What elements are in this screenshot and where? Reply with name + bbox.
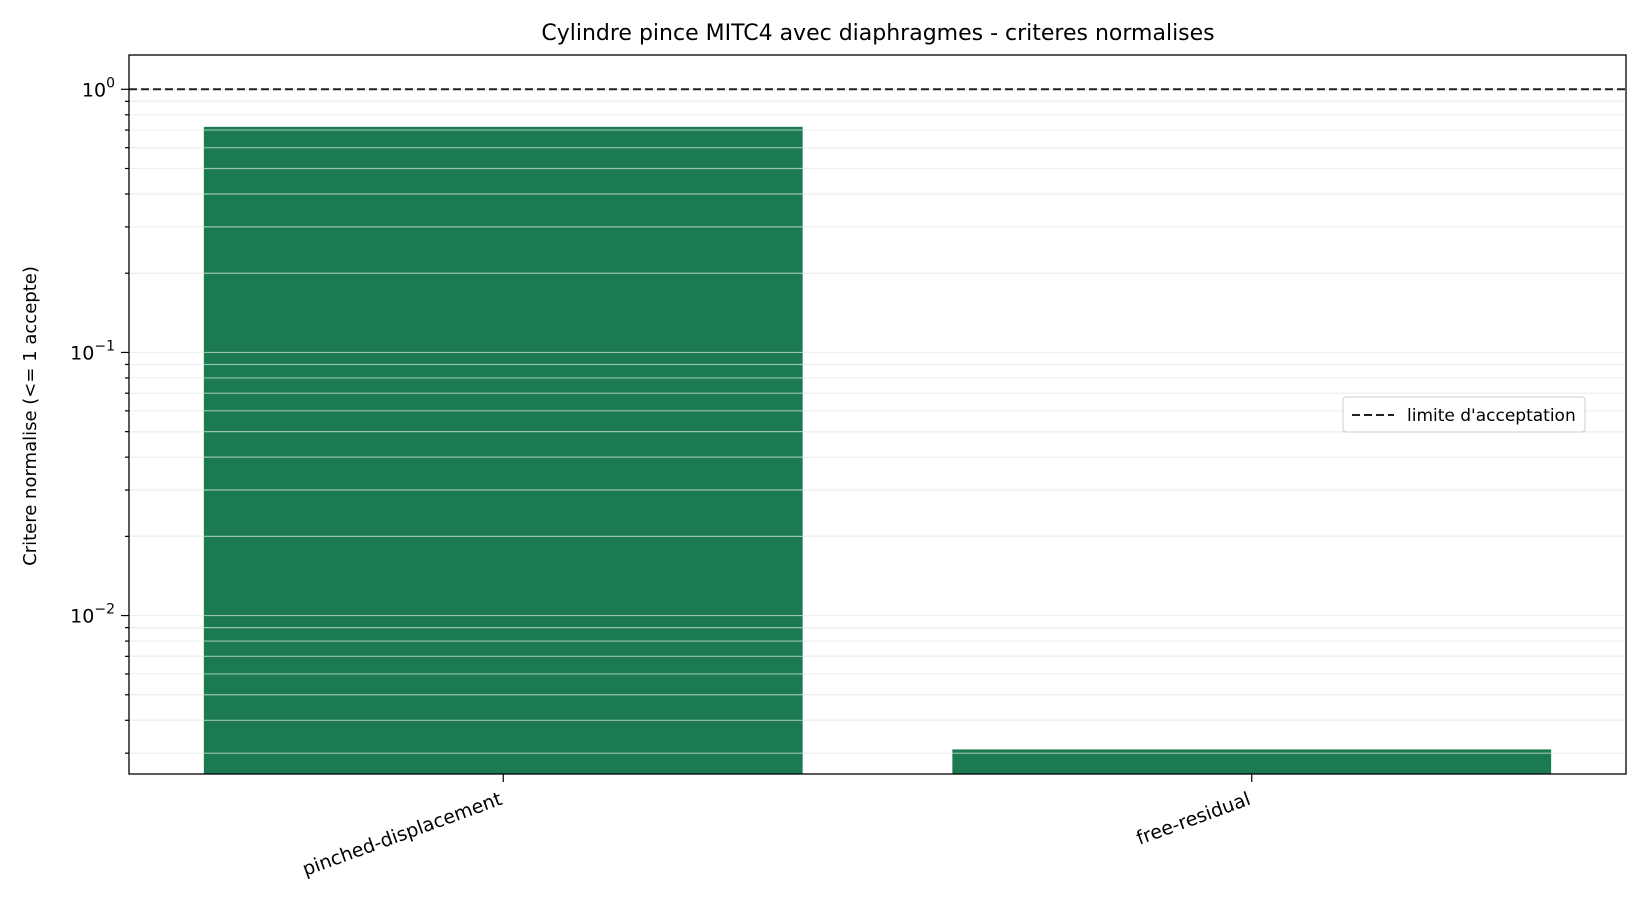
- legend-box: [1342, 396, 1586, 433]
- bar-pinched-displacement: [203, 126, 803, 775]
- y-tick-label: 10−2: [70, 602, 115, 628]
- bars-layer: [203, 126, 1552, 775]
- chart-title: Cylindre pince MITC4 avec diaphragmes - …: [541, 21, 1214, 46]
- plot-frame: [128, 54, 1627, 775]
- legend-label: limite d'acceptation: [1407, 406, 1576, 426]
- legend: limite d'acceptation: [1342, 396, 1586, 433]
- y-tick-label: 100: [82, 75, 115, 101]
- y-axis-label: Critere normalise (<= 1 accepte): [20, 266, 41, 566]
- x-tick-label: free-residual: [1134, 788, 1254, 850]
- y-tick-label: 10−1: [70, 338, 115, 364]
- x-tick-label: pinched-displacement: [300, 788, 505, 881]
